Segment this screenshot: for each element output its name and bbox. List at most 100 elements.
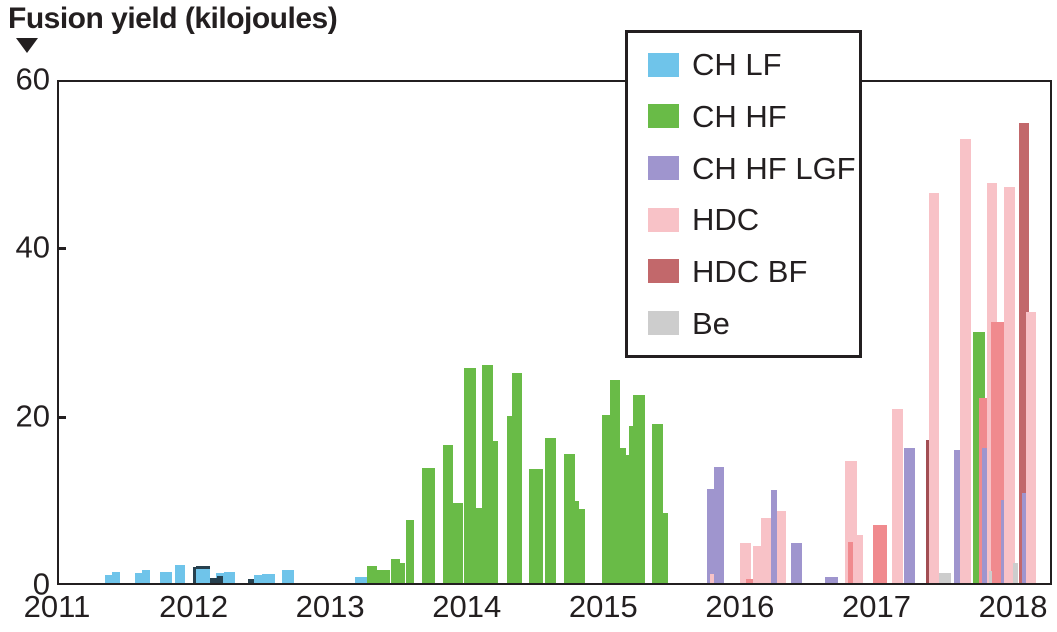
bar-chhf-33: [625, 455, 629, 583]
bar-hdc-57: [709, 573, 714, 583]
bar-hdc-0: [739, 543, 751, 583]
legend-swatch-chhflgf: [648, 156, 679, 181]
bar-be-58: [939, 572, 952, 583]
bar-navy-75: [209, 577, 217, 583]
bar-hdcbf-45: [1018, 123, 1030, 583]
bar-hdc-6: [891, 408, 903, 583]
legend-label-chlf: CH LF: [692, 47, 782, 83]
bar-chhf-36: [651, 423, 663, 583]
legend-swatch-hdc: [648, 207, 679, 232]
legend-item-chlf: CH LF: [648, 49, 859, 80]
x-tick-label-2014: 2014: [432, 589, 502, 624]
bar-chlf-71: [261, 573, 275, 583]
x-tick-label-2013: 2013: [295, 589, 365, 624]
bar-chhf-20: [475, 508, 482, 583]
bar-be-60: [1012, 562, 1018, 583]
bar-hdc_dark-39: [745, 578, 753, 583]
bar-be-59: [989, 571, 993, 583]
y-tick-mark-20: [57, 415, 66, 419]
bar-chhf-11: [366, 566, 377, 583]
bar-chhflgf-49: [770, 489, 777, 583]
bar-hdc-8: [959, 138, 972, 583]
bar-chlf-64: [141, 570, 150, 583]
bar-chhf-25: [528, 468, 543, 583]
bar-chhf-22: [492, 440, 498, 583]
legend-item-be: Be: [648, 308, 859, 339]
bar-chhf-30: [601, 414, 610, 583]
bar-hdc-46: [1026, 311, 1037, 583]
bar-hdc_dark-40: [847, 541, 853, 583]
y-tick-label-60: 60: [15, 61, 50, 97]
x-tick-label-2012: 2012: [159, 589, 229, 624]
bar-chhf-19: [463, 367, 476, 583]
x-tick-label-2016: 2016: [705, 589, 775, 624]
bar-chhflgf-53: [954, 450, 960, 583]
bar-navy-77: [247, 578, 254, 583]
bar-hdc-1: [752, 545, 761, 583]
legend-label-hdc: HDC: [692, 202, 760, 238]
legend-item-hdcbf: HDC BF: [648, 256, 859, 287]
axis-pointer-triangle-icon: [16, 38, 38, 53]
legend-swatch-chhf: [648, 104, 679, 129]
bar-chhflgf-56: [1022, 492, 1027, 583]
bar-chhf-28: [574, 501, 579, 583]
x-tick-label-2017: 2017: [842, 589, 911, 624]
legend-swatch-chlf: [648, 52, 679, 77]
bar-chhflgf-52: [903, 447, 915, 583]
legend-label-chhflgf: CH HF LGF: [692, 150, 856, 186]
y-tick-label-40: 40: [15, 229, 50, 265]
bar-hdc-5: [852, 535, 863, 583]
bar-hdc-10: [1004, 186, 1015, 583]
bar-chlf-67: [195, 565, 210, 583]
bar-chhf-34: [628, 426, 633, 583]
bar-chhf-37: [662, 513, 668, 583]
chart-title: Fusion yield (kilojoules): [8, 2, 338, 35]
bar-chhflgf-48: [713, 466, 724, 583]
bar-chlf-72: [281, 569, 294, 583]
bar-chhflgf-54: [982, 448, 987, 583]
bar-chlf-63: [134, 572, 142, 583]
bar-chhf-32: [619, 448, 626, 583]
bar-chhflgf-47: [706, 488, 714, 583]
legend-label-be: Be: [692, 305, 730, 341]
legend: CH LF CH HF CH HF LGF HDC HDC BF Be: [625, 30, 862, 358]
bar-hdc-2: [760, 518, 771, 583]
bar-chhflgf-51: [824, 577, 838, 583]
bar-chhf-27: [563, 454, 575, 583]
legend-label-chhf: CH HF: [692, 98, 787, 134]
bar-chhf-16: [421, 467, 435, 583]
bar-chhflgf-55: [1001, 499, 1005, 583]
bar-chhf-26: [544, 438, 556, 583]
bar-hdc-3: [776, 510, 786, 583]
bar-chlf-61: [104, 575, 112, 583]
y-tick-label-0: 0: [32, 566, 50, 602]
bar-hdc_dark-43: [991, 322, 1005, 583]
bar-chhf-35: [632, 395, 645, 583]
bar-chhf-15: [405, 519, 414, 583]
bar-hdc_dark-41: [872, 524, 887, 583]
bar-chhf-14: [399, 562, 405, 583]
bar-navy-76: [216, 575, 223, 583]
bar-chlf-65: [159, 572, 172, 583]
bar-chhf-29: [578, 508, 585, 583]
bar-hdc-7: [928, 193, 940, 583]
bar-chhf-17: [442, 444, 453, 583]
bar-chhf-24: [511, 372, 522, 583]
bar-chhf-31: [609, 380, 620, 583]
plot-area: [57, 80, 1052, 585]
y-tick-mark-40: [57, 247, 66, 251]
x-tick-label-2015: 2015: [568, 589, 638, 624]
y-tick-label-20: 20: [15, 398, 50, 434]
legend-swatch-hdcbf: [648, 259, 679, 284]
bar-navy-74: [192, 567, 196, 583]
bar-chhflgf-50: [790, 543, 802, 583]
legend-swatch-be: [648, 311, 679, 336]
legend-label-hdcbf: HDC BF: [692, 253, 808, 289]
bar-chhf-21: [481, 365, 493, 583]
bar-chhf-13: [390, 558, 400, 583]
bar-chlf-70: [253, 575, 262, 583]
bar-chlf-66: [175, 565, 185, 583]
bar-chhf-18: [452, 503, 463, 583]
bars-container: [59, 82, 1050, 583]
